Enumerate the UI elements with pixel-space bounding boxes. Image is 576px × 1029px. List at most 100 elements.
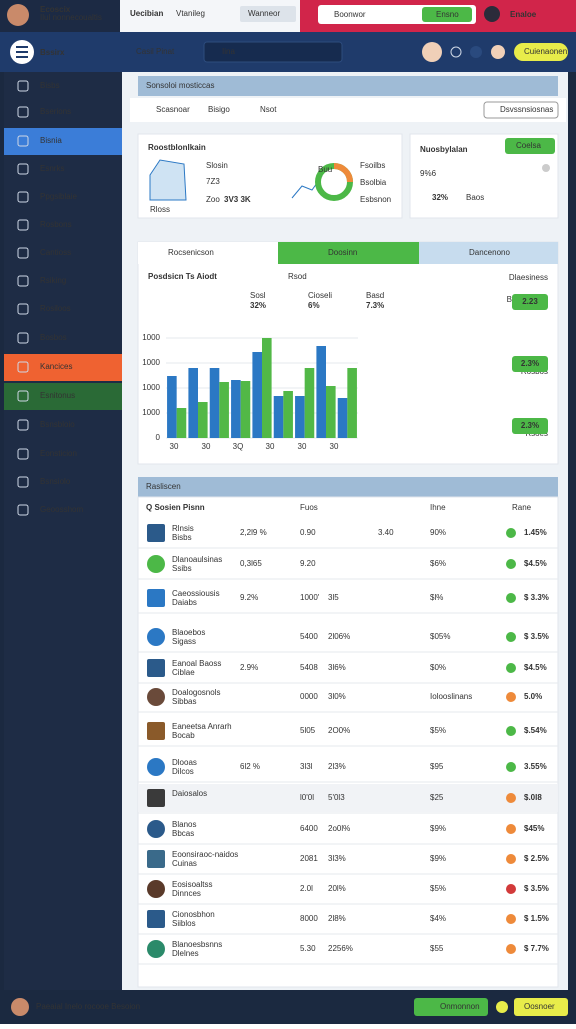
tool[interactable]: Scasnoar [156, 105, 190, 114]
x-tick-label: 30 [298, 442, 307, 451]
sidebar-item[interactable]: Kancices [40, 362, 72, 371]
sidebar-item-active[interactable] [4, 383, 122, 410]
metric-label: Sosl [250, 291, 266, 300]
sidebar-item-active[interactable] [4, 354, 122, 381]
bar [273, 396, 284, 438]
sidebar-item[interactable]: Ppgsiblaie [40, 192, 77, 201]
card-value: 9%6 [420, 169, 437, 178]
side-badge[interactable] [512, 418, 548, 434]
sidebar-item[interactable]: Bisnia [40, 136, 62, 145]
sidebar-item[interactable]: Geoosshom [40, 505, 83, 514]
row-pct: $.0l8 [524, 793, 542, 802]
status-dot [506, 593, 516, 603]
row-cell: $l% [430, 593, 443, 602]
nav-link[interactable]: Casil Pinat [136, 47, 175, 56]
status-dot [506, 692, 516, 702]
x-tick-label: 30 [266, 442, 275, 451]
row-name: Cionosbhon [172, 910, 215, 919]
sidebar-item[interactable]: Rosiloos [40, 304, 71, 313]
tab-label: Dancenono [469, 248, 510, 257]
tab[interactable]: Uecibian [130, 9, 163, 18]
status-dot [506, 824, 516, 834]
tab[interactable]: Vtanileg [176, 9, 205, 18]
tab[interactable] [278, 242, 419, 264]
user-name: Enaloe [510, 10, 537, 19]
row-icon [147, 555, 165, 573]
tool[interactable]: Bisigo [208, 105, 230, 114]
search-text: Boonwor [334, 10, 366, 19]
sidebar-item[interactable]: Esnitonus [40, 391, 75, 400]
header-search-text: Iina [222, 47, 235, 56]
row-sub: Ssibs [172, 564, 192, 573]
y-tick-label: 1000 [142, 408, 160, 417]
panel-search-text: Dsvssnsiosnas [500, 105, 553, 114]
side-badge[interactable] [512, 294, 548, 310]
row-icon [147, 940, 165, 958]
status-dot [506, 726, 516, 736]
footer-button[interactable] [514, 998, 568, 1016]
search-button[interactable] [422, 7, 472, 22]
panel-search[interactable] [483, 101, 559, 119]
sidebar-item-active[interactable] [4, 128, 122, 155]
sidebar-item[interactable]: Bisbs [40, 81, 60, 90]
header-icon [450, 46, 462, 58]
row-icon [147, 628, 165, 646]
row-value: 9.2% [240, 593, 258, 602]
sidebar-item[interactable]: Bosbos [40, 333, 67, 342]
row-cell: 1000' [300, 593, 320, 602]
header-search[interactable] [203, 41, 343, 63]
tab[interactable]: Wanneor [248, 9, 281, 18]
row-cell: $4% [430, 914, 446, 923]
status-dot [506, 944, 516, 954]
side-badge[interactable] [512, 356, 548, 372]
tab-active[interactable] [240, 6, 296, 22]
column-header: Q Sosien Pisnn [146, 503, 205, 512]
chart-subtitle: Rsod [288, 272, 307, 281]
metric-label: Basd [366, 291, 384, 300]
sidebar-item[interactable]: Rsiking [40, 276, 66, 285]
row-name: Daiosalos [172, 789, 207, 798]
bar [252, 352, 262, 438]
brand: Bssirx [40, 48, 65, 57]
sidebar-item[interactable]: Eonsticion [40, 449, 77, 458]
metric-value: 7.3% [366, 301, 384, 310]
row-cell: 2O0% [328, 726, 350, 735]
sidebar-item[interactable]: Esnrks [40, 164, 64, 173]
card-button[interactable] [505, 138, 555, 154]
row-cell: 2081 [300, 854, 318, 863]
sidebar-item[interactable]: Rosbons [40, 220, 72, 229]
card-graphic [149, 159, 187, 201]
row-cell: $25 [430, 793, 444, 802]
row-icon [147, 688, 165, 706]
side-badge-label: 2.3% [521, 421, 539, 430]
x-tick-label: 3Q [233, 442, 244, 451]
tool[interactable]: Nsot [260, 105, 277, 114]
row-cell: l0'0l [300, 793, 314, 802]
header-button[interactable] [514, 43, 568, 61]
row-pct: $45% [524, 824, 544, 833]
row-cell: 20l% [328, 884, 346, 893]
tab[interactable] [419, 242, 558, 264]
sidebar-item[interactable]: Bsnsbloio [40, 420, 75, 429]
row-cell: 3l6% [328, 663, 346, 672]
tab[interactable] [138, 242, 278, 264]
sidebar-item[interactable]: Cantioss [40, 248, 71, 257]
row-pct: $ 2.5% [524, 854, 549, 863]
row-cell: 0000 [300, 692, 318, 701]
row-cell: 5'0l3 [328, 793, 345, 802]
row-cell: 3.40 [378, 528, 394, 537]
row-icon [147, 722, 165, 740]
sidebar [4, 72, 122, 990]
card-label: Slosin [206, 161, 228, 170]
card-value: 7Z3 [206, 177, 220, 186]
column-header: Rane [512, 503, 532, 512]
sidebar-item[interactable]: Bsnsiolo [40, 477, 71, 486]
sidebar-item[interactable]: Bserions [40, 107, 71, 116]
row-cell: 0.90 [300, 528, 316, 537]
row-pct: $ 7.7% [524, 944, 549, 953]
row-cell: 3l3l [300, 762, 313, 771]
card-legend: Fsoilbs [360, 161, 385, 170]
row-icon [147, 880, 165, 898]
footer-button[interactable] [414, 998, 488, 1016]
